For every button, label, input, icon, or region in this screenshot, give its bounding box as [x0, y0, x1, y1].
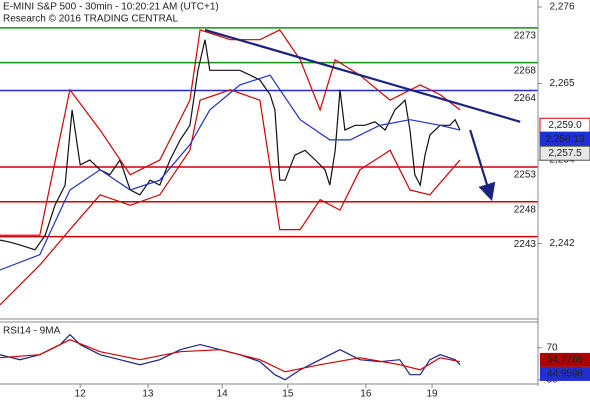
price-tag-label: 2,257.5	[548, 148, 582, 159]
price-tag	[539, 145, 590, 161]
rsi-tag-label: 44.9598	[547, 369, 584, 380]
series-line	[0, 39, 461, 251]
chart-subtitle: Research © 2016 TRADING CENTRAL	[3, 14, 178, 25]
rsi-tick-label: 70	[546, 342, 558, 353]
bollinger-band	[0, 89, 461, 306]
x-tick-label: 14	[217, 389, 229, 400]
moving-average	[0, 74, 461, 271]
y-tick-label: 2,242	[549, 238, 574, 249]
bollinger-band	[0, 29, 461, 236]
rsi-tag-label: 54.7766	[547, 355, 584, 366]
x-tick-label: 12	[75, 389, 87, 400]
level-label: 2264	[514, 93, 537, 104]
rsi-tag	[540, 352, 590, 367]
rsi-tag	[540, 366, 590, 381]
x-tick-label: 13	[142, 389, 154, 400]
x-tick-label: 16	[360, 389, 372, 400]
y-tick-label: 2,265	[549, 78, 574, 89]
level-label: 2253	[514, 170, 537, 181]
trendline	[204, 28, 521, 123]
level-label: 2248	[514, 204, 537, 215]
rsi-line	[0, 339, 461, 373]
x-tick-label: 15	[282, 389, 294, 400]
level-label: 2268	[514, 65, 537, 76]
level-label: 2273	[514, 30, 537, 41]
price-tag-label: 2,258.13	[546, 134, 585, 145]
rsi-title: RSI14 - 9MA	[3, 326, 61, 337]
x-tick-label: 19	[426, 389, 438, 400]
price-tag-label: 2,259.0	[548, 120, 582, 131]
plot-area: 2273 2268 2264 2253 2248 2243	[0, 27, 538, 381]
y-tick-label: 2,276	[549, 2, 574, 13]
level-label: 2243	[514, 239, 537, 250]
forecast-arrow	[469, 129, 496, 202]
rsi-line	[0, 333, 461, 381]
chart-title: E-MINI S&P 500 - 30min - 10:20:21 AM (UT…	[3, 2, 219, 13]
